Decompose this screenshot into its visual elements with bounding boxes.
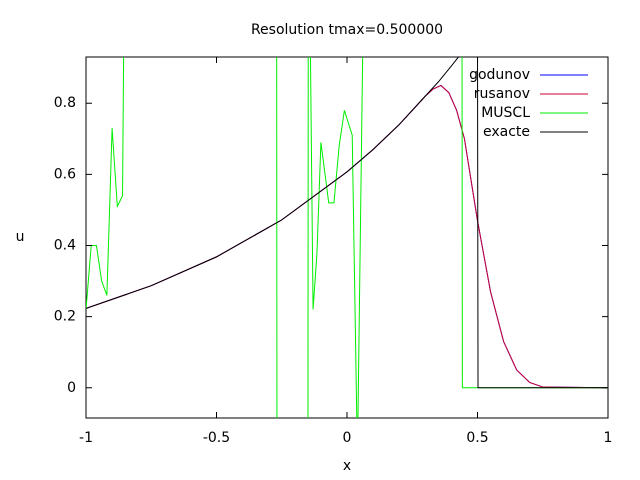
y-axis-label: u xyxy=(16,229,25,245)
series-line xyxy=(86,57,608,389)
legend-label: exacte xyxy=(483,124,530,140)
x-tick-label: 0 xyxy=(343,430,352,446)
y-tick-label: 0 xyxy=(67,380,76,396)
x-tick-label: 0.5 xyxy=(466,430,488,446)
y-tick-label: 0.2 xyxy=(54,309,76,325)
y-tick-label: 0.6 xyxy=(54,166,76,182)
x-axis-label: x xyxy=(343,458,351,474)
plot-area xyxy=(86,57,608,418)
legend-label: rusanov xyxy=(474,86,530,102)
y-tick-label: 0.8 xyxy=(54,95,76,111)
legend-label: godunov xyxy=(469,67,530,83)
x-tick-label: 1 xyxy=(604,430,613,446)
x-tick-label: -0.5 xyxy=(203,430,230,446)
series-line xyxy=(86,57,608,418)
legend-label: MUSCL xyxy=(481,105,530,121)
y-tick-label: 0.4 xyxy=(54,238,76,254)
chart-title: Resolution tmax=0.500000 xyxy=(251,22,443,38)
x-tick-label: -1 xyxy=(79,430,93,446)
